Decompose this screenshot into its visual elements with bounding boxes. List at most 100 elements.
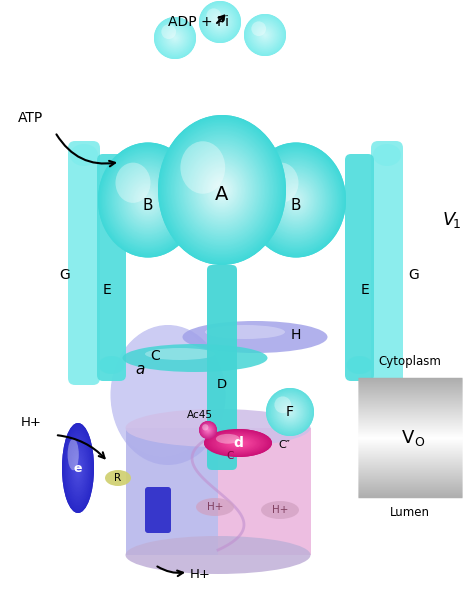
Ellipse shape <box>282 184 311 217</box>
Ellipse shape <box>205 325 285 339</box>
Ellipse shape <box>76 463 80 473</box>
Ellipse shape <box>161 25 189 52</box>
Ellipse shape <box>173 37 177 40</box>
Ellipse shape <box>253 150 339 250</box>
Ellipse shape <box>210 12 230 32</box>
Text: B: B <box>291 197 301 212</box>
Ellipse shape <box>249 19 281 51</box>
Ellipse shape <box>271 172 320 228</box>
Ellipse shape <box>124 172 172 228</box>
Ellipse shape <box>160 118 284 262</box>
Ellipse shape <box>156 19 194 57</box>
Ellipse shape <box>159 22 191 54</box>
Ellipse shape <box>228 439 248 447</box>
Text: ADP + Pi: ADP + Pi <box>168 15 229 29</box>
Ellipse shape <box>287 409 293 415</box>
Ellipse shape <box>286 188 306 211</box>
Ellipse shape <box>207 429 209 431</box>
Ellipse shape <box>254 25 276 46</box>
Ellipse shape <box>118 166 178 235</box>
Ellipse shape <box>65 432 91 504</box>
Ellipse shape <box>208 173 236 206</box>
Ellipse shape <box>202 424 209 430</box>
Ellipse shape <box>205 430 271 457</box>
Ellipse shape <box>207 10 233 35</box>
Ellipse shape <box>246 142 346 257</box>
Ellipse shape <box>261 31 269 39</box>
Ellipse shape <box>346 356 372 374</box>
Ellipse shape <box>263 34 267 37</box>
Ellipse shape <box>138 188 158 211</box>
Ellipse shape <box>200 422 216 437</box>
Ellipse shape <box>204 427 211 434</box>
Ellipse shape <box>287 410 292 415</box>
Ellipse shape <box>275 176 317 224</box>
Ellipse shape <box>246 16 284 54</box>
Ellipse shape <box>282 404 298 420</box>
Ellipse shape <box>159 116 285 263</box>
Ellipse shape <box>271 393 309 431</box>
Text: G: G <box>59 268 70 282</box>
Ellipse shape <box>259 29 271 41</box>
Text: B: B <box>143 197 153 212</box>
Ellipse shape <box>134 184 162 217</box>
Ellipse shape <box>164 27 186 49</box>
Ellipse shape <box>211 13 229 31</box>
Ellipse shape <box>289 193 303 208</box>
Text: C: C <box>150 349 160 363</box>
Ellipse shape <box>126 409 311 447</box>
Ellipse shape <box>147 199 149 201</box>
Ellipse shape <box>99 144 197 256</box>
Ellipse shape <box>137 187 159 213</box>
Ellipse shape <box>131 181 165 219</box>
Text: Cytoplasm: Cytoplasm <box>379 355 441 368</box>
Ellipse shape <box>162 119 282 260</box>
Ellipse shape <box>121 169 175 230</box>
Ellipse shape <box>76 462 80 474</box>
Ellipse shape <box>207 172 237 208</box>
Ellipse shape <box>220 436 256 451</box>
Ellipse shape <box>256 26 274 44</box>
Ellipse shape <box>201 2 239 41</box>
Ellipse shape <box>200 2 240 43</box>
Ellipse shape <box>253 22 278 47</box>
Ellipse shape <box>261 159 331 241</box>
Ellipse shape <box>218 434 258 451</box>
Ellipse shape <box>253 23 277 47</box>
Ellipse shape <box>203 5 237 39</box>
Ellipse shape <box>154 17 196 59</box>
Text: H+: H+ <box>21 416 42 430</box>
Ellipse shape <box>230 440 246 446</box>
Ellipse shape <box>70 445 86 491</box>
Ellipse shape <box>249 146 343 254</box>
Ellipse shape <box>216 182 228 197</box>
Ellipse shape <box>264 34 266 35</box>
Ellipse shape <box>283 405 297 419</box>
Ellipse shape <box>206 428 210 432</box>
Ellipse shape <box>292 195 301 205</box>
Text: d: d <box>233 436 243 450</box>
Ellipse shape <box>168 31 182 45</box>
Ellipse shape <box>207 428 210 431</box>
Ellipse shape <box>213 433 263 453</box>
Ellipse shape <box>277 178 315 222</box>
Ellipse shape <box>244 14 286 56</box>
Ellipse shape <box>211 14 228 31</box>
Ellipse shape <box>174 37 176 39</box>
Ellipse shape <box>275 397 305 427</box>
Ellipse shape <box>205 427 211 433</box>
Ellipse shape <box>67 437 89 499</box>
Ellipse shape <box>250 20 280 50</box>
Ellipse shape <box>170 33 180 43</box>
Ellipse shape <box>123 344 268 372</box>
Ellipse shape <box>158 115 286 265</box>
Ellipse shape <box>245 16 285 55</box>
Ellipse shape <box>172 35 177 41</box>
Ellipse shape <box>200 421 217 439</box>
Ellipse shape <box>214 181 230 199</box>
Ellipse shape <box>195 158 249 221</box>
Ellipse shape <box>266 166 326 235</box>
Ellipse shape <box>276 177 316 223</box>
Ellipse shape <box>284 186 308 214</box>
Ellipse shape <box>173 133 270 247</box>
